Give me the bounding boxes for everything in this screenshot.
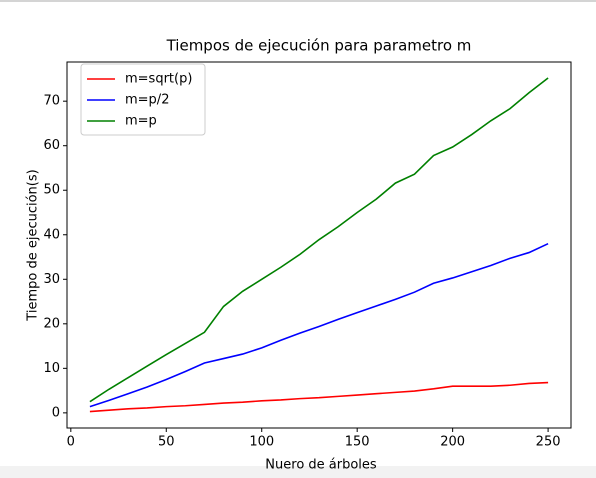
x-tick-label: 0 (67, 435, 75, 450)
series-line (89, 77, 549, 403)
chart-title: Tiempos de ejecución para parametro m (166, 37, 472, 55)
x-tick-label: 50 (158, 435, 175, 450)
series-line (89, 242, 549, 408)
x-tick-label: 200 (440, 435, 465, 450)
legend-label: m=p/2 (125, 93, 169, 108)
legend-label: m=p (125, 114, 157, 129)
x-axis-label: Nuero de árboles (265, 458, 377, 473)
y-tick-label: 0 (52, 405, 60, 420)
y-tick-label: 10 (43, 361, 60, 376)
y-tick-label: 70 (43, 94, 60, 109)
y-axis-label: Tiempo de ejecución(s) (26, 169, 41, 321)
y-tick-label: 40 (43, 227, 60, 242)
y-tick-label: 60 (43, 138, 60, 153)
x-tick-label: 150 (345, 435, 370, 450)
series-line (89, 381, 549, 413)
plot-frame (66, 61, 572, 429)
legend-label: m=sqrt(p) (125, 72, 192, 87)
x-tick-label: 100 (249, 435, 274, 450)
y-tick-label: 50 (43, 183, 60, 198)
y-tick-label: 30 (43, 272, 60, 287)
status-bar (0, 466, 596, 478)
x-tick-label: 250 (536, 435, 561, 450)
legend-box (80, 63, 206, 136)
y-tick-label: 20 (43, 316, 60, 331)
